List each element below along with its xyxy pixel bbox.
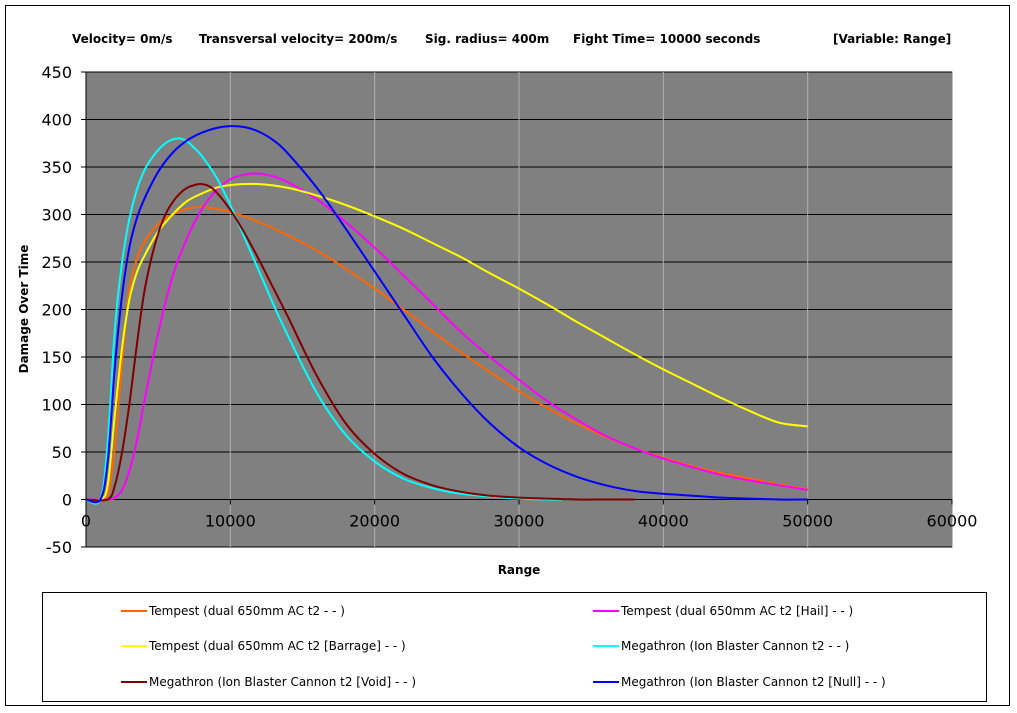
y-tick-label: 100: [41, 396, 72, 415]
y-tick-label: 50: [52, 443, 72, 462]
legend-swatch: [593, 610, 619, 612]
sig-radius-label: Sig. radius= 400m: [425, 32, 550, 46]
series-line-1: [85, 172, 808, 501]
legend-item: Megathron (Ion Blaster Cannon t2 [Void] …: [121, 674, 416, 690]
legend-item: Tempest (dual 650mm AC t2 - - ): [121, 603, 345, 619]
x-tick-label: 50000: [782, 512, 833, 531]
fight-time-label: Fight Time= 10000 seconds: [573, 32, 761, 46]
x-tick-label: 10000: [205, 512, 256, 531]
y-tick-label: 400: [41, 111, 72, 130]
x-axis-label: Range: [498, 563, 541, 577]
y-tick-label: 150: [41, 348, 72, 367]
legend-label: Tempest (dual 650mm AC t2 [Hail] - - ): [621, 604, 854, 618]
y-tick-label: 200: [41, 301, 72, 320]
x-tick-label: 30000: [494, 512, 545, 531]
y-tick-label: -50: [46, 538, 72, 557]
y-axis-label: Damage Over Time: [17, 245, 31, 374]
x-tick-label: 20000: [349, 512, 400, 531]
series-line-5: [85, 125, 808, 504]
y-tick-label: 250: [41, 253, 72, 272]
legend-swatch: [593, 645, 619, 647]
legend-label: Tempest (dual 650mm AC t2 [Barrage] - - …: [149, 639, 406, 653]
x-tick-label: 60000: [927, 512, 978, 531]
variable-label: [Variable: Range]: [833, 32, 952, 46]
legend-swatch: [121, 645, 147, 647]
y-tick-label: 350: [41, 158, 72, 177]
series-line-4: [85, 183, 635, 502]
legend-item: Megathron (Ion Blaster Cannon t2 - - ): [593, 638, 849, 654]
velocity-label: Velocity= 0m/s: [72, 32, 173, 46]
legend-swatch: [121, 610, 147, 612]
legend-label: Megathron (Ion Blaster Cannon t2 [Void] …: [149, 675, 417, 689]
legend-label: Megathron (Ion Blaster Cannon t2 - - ): [621, 639, 850, 653]
series-line-3: [85, 137, 563, 505]
legend-swatch: [121, 681, 147, 683]
series-line-2: [85, 182, 808, 502]
x-tick-label: 40000: [638, 512, 689, 531]
chart-legend: Tempest (dual 650mm AC t2 - - ) Tempest …: [42, 592, 987, 702]
y-tick-label: 300: [41, 206, 72, 225]
legend-label: Megathron (Ion Blaster Cannon t2 [Null] …: [621, 675, 886, 689]
y-tick-label: 0: [62, 491, 72, 510]
legend-swatch: [593, 681, 619, 683]
chart-header: Velocity= 0m/s Transversal velocity= 200…: [72, 32, 952, 50]
transversal-velocity-label: Transversal velocity= 200m/s: [199, 32, 398, 46]
y-tick-label: 450: [41, 63, 72, 82]
legend-item: Megathron (Ion Blaster Cannon t2 [Null] …: [593, 674, 886, 690]
legend-item: Tempest (dual 650mm AC t2 [Hail] - - ): [593, 603, 853, 619]
legend-label: Tempest (dual 650mm AC t2 - - ): [149, 604, 345, 618]
series-lines: [85, 125, 808, 505]
legend-item: Tempest (dual 650mm AC t2 [Barrage] - - …: [121, 638, 406, 654]
